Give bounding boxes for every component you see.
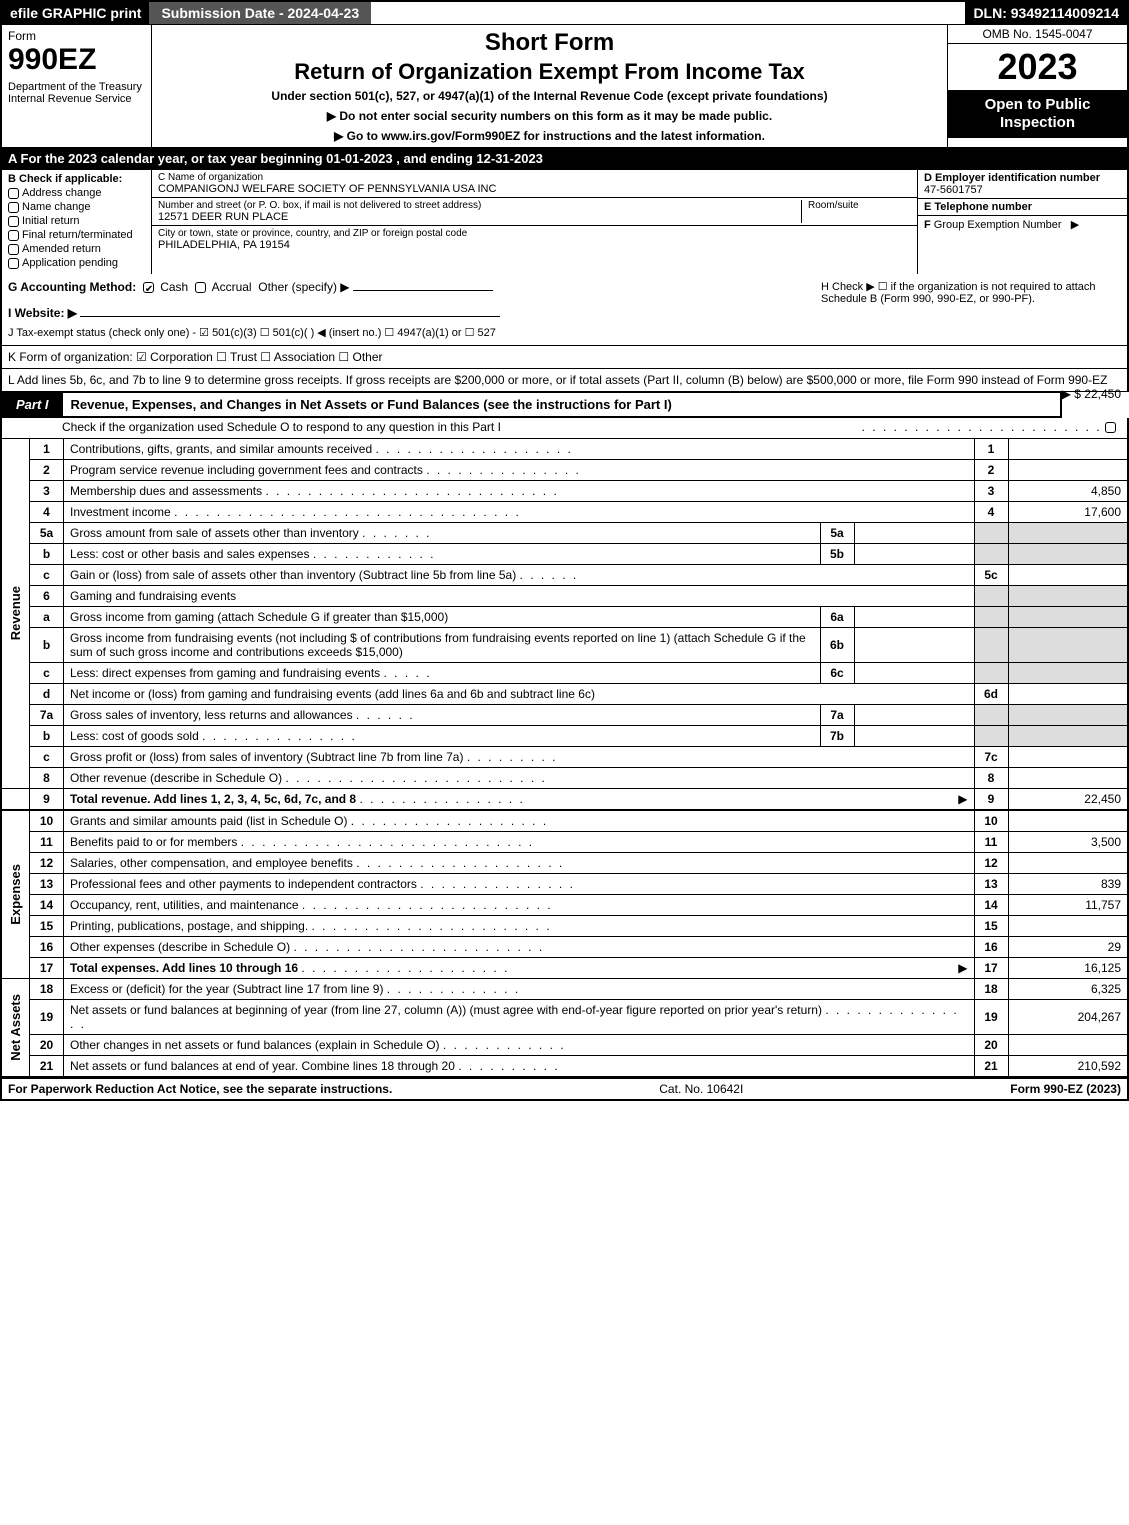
chk-name-change[interactable]	[8, 202, 19, 213]
part-i-sub: Check if the organization used Schedule …	[0, 418, 1129, 439]
tax-exempt-status: J Tax-exempt status (check only one) - ☑…	[8, 326, 821, 339]
city-label: City or town, state or province, country…	[158, 228, 911, 239]
expenses-side-label: Expenses	[1, 811, 30, 979]
website-row: I Website: ▶	[8, 306, 821, 320]
line-6d-value	[1008, 684, 1128, 705]
row-g-h: G Accounting Method: Cash Accrual Other …	[0, 274, 1129, 346]
line-21-value: 210,592	[1008, 1056, 1128, 1078]
line-5c-value	[1008, 565, 1128, 586]
submission-date: Submission Date - 2024-04-23	[149, 2, 371, 24]
group-exemption-label: F Group Exemption Number ▶	[924, 218, 1121, 231]
other-method-input[interactable]	[353, 290, 493, 291]
line-9-value: 22,450	[1008, 789, 1128, 810]
line-20-value	[1008, 1035, 1128, 1056]
form-ref: Form 990-EZ (2023)	[1010, 1082, 1121, 1096]
chk-final-return[interactable]	[8, 230, 19, 241]
line-a-tax-year: A For the 2023 calendar year, or tax yea…	[0, 149, 1129, 170]
form-right-block: OMB No. 1545-0047 2023 Open to Public In…	[947, 25, 1127, 147]
return-title: Return of Organization Exempt From Incom…	[160, 59, 939, 85]
row-l: L Add lines 5b, 6c, and 7b to line 9 to …	[0, 369, 1129, 392]
website-input[interactable]	[80, 316, 500, 317]
ein-value: 47-5601757	[924, 184, 1121, 196]
dln-label: DLN: 93492114009214	[965, 2, 1127, 24]
form-number: 990EZ	[8, 43, 145, 77]
city-value: PHILADELPHIA, PA 19154	[158, 239, 911, 251]
line-2-value	[1008, 460, 1128, 481]
line-8-value	[1008, 768, 1128, 789]
revenue-side-label: Revenue	[1, 439, 30, 789]
efile-print-label[interactable]: efile GRAPHIC print	[2, 2, 149, 24]
line-7b-value	[854, 726, 974, 747]
open-public-badge: Open to Public Inspection	[948, 90, 1127, 138]
form-header: Form 990EZ Department of the Treasury In…	[0, 24, 1129, 149]
line-3-value: 4,850	[1008, 481, 1128, 502]
street-value: 12571 DEER RUN PLACE	[158, 211, 801, 223]
section-bcdef: B Check if applicable: Address change Na…	[0, 170, 1129, 274]
line-11-value: 3,500	[1008, 832, 1128, 853]
line-5b-value	[854, 544, 974, 565]
dept-label: Department of the Treasury Internal Reve…	[8, 81, 145, 105]
chk-schedule-o[interactable]	[1105, 422, 1116, 433]
part-i-tag: Part I	[2, 393, 63, 416]
revenue-table: Revenue 1 Contributions, gifts, grants, …	[0, 439, 1129, 810]
page-footer: For Paperwork Reduction Act Notice, see …	[0, 1078, 1129, 1101]
line-10-value	[1008, 811, 1128, 832]
line-13-value: 839	[1008, 874, 1128, 895]
line-6b-value	[854, 628, 974, 663]
form-id-block: Form 990EZ Department of the Treasury In…	[2, 25, 152, 147]
line-18-value: 6,325	[1008, 979, 1128, 1000]
box-b: B Check if applicable: Address change Na…	[2, 170, 152, 274]
box-b-label: B Check if applicable:	[8, 173, 145, 185]
box-h: H Check ▶ ☐ if the organization is not r…	[821, 280, 1121, 339]
cat-no: Cat. No. 10642I	[659, 1082, 743, 1096]
tax-year: 2023	[948, 44, 1127, 90]
line-19-value: 204,267	[1008, 1000, 1128, 1035]
box-def: D Employer identification number 47-5601…	[917, 170, 1127, 274]
chk-cash[interactable]	[143, 282, 154, 293]
under-section-text: Under section 501(c), 527, or 4947(a)(1)…	[160, 89, 939, 103]
paperwork-notice: For Paperwork Reduction Act Notice, see …	[8, 1082, 392, 1096]
ssn-warning: ▶ Do not enter social security numbers o…	[160, 109, 939, 123]
chk-application-pending[interactable]	[8, 258, 19, 269]
line-7c-value	[1008, 747, 1128, 768]
form-title-block: Short Form Return of Organization Exempt…	[152, 25, 947, 147]
line-17-value: 16,125	[1008, 958, 1128, 979]
row-k: K Form of organization: ☑ Corporation ☐ …	[0, 346, 1129, 369]
top-bar: efile GRAPHIC print Submission Date - 20…	[0, 0, 1129, 24]
box-c: C Name of organization COMPANIGONJ WELFA…	[152, 170, 917, 274]
street-label: Number and street (or P. O. box, if mail…	[158, 200, 801, 211]
omb-number: OMB No. 1545-0047	[948, 25, 1127, 44]
accounting-method: G Accounting Method: Cash Accrual Other …	[8, 280, 821, 294]
short-form-title: Short Form	[160, 29, 939, 57]
line-7a-value	[854, 705, 974, 726]
chk-initial-return[interactable]	[8, 216, 19, 227]
net-assets-side-label: Net Assets	[1, 979, 30, 1077]
part-i-title: Revenue, Expenses, and Changes in Net As…	[63, 393, 1060, 416]
chk-accrual[interactable]	[195, 282, 206, 293]
line-15-value	[1008, 916, 1128, 937]
line-1-value	[1008, 439, 1128, 460]
telephone-label: E Telephone number	[924, 201, 1121, 213]
expenses-table: Expenses 10 Grants and similar amounts p…	[0, 810, 1129, 979]
gross-receipts-amount: ▶ $ 22,450	[1062, 387, 1121, 401]
line-14-value: 11,757	[1008, 895, 1128, 916]
chk-address-change[interactable]	[8, 188, 19, 199]
room-suite-label: Room/suite	[808, 200, 911, 211]
line-6c-value	[854, 663, 974, 684]
line-4-value: 17,600	[1008, 502, 1128, 523]
line-12-value	[1008, 853, 1128, 874]
goto-link[interactable]: ▶ Go to www.irs.gov/Form990EZ for instru…	[160, 129, 939, 143]
org-name-value: COMPANIGONJ WELFARE SOCIETY OF PENNSYLVA…	[158, 183, 911, 195]
line-5a-value	[854, 523, 974, 544]
chk-amended-return[interactable]	[8, 244, 19, 255]
line-16-value: 29	[1008, 937, 1128, 958]
net-assets-table: Net Assets 18 Excess or (deficit) for th…	[0, 979, 1129, 1078]
line-6a-value	[854, 607, 974, 628]
ein-label: D Employer identification number	[924, 172, 1121, 184]
form-word: Form	[8, 29, 145, 43]
part-i-header: Part I Revenue, Expenses, and Changes in…	[0, 392, 1062, 418]
org-name-label: C Name of organization	[158, 172, 911, 183]
